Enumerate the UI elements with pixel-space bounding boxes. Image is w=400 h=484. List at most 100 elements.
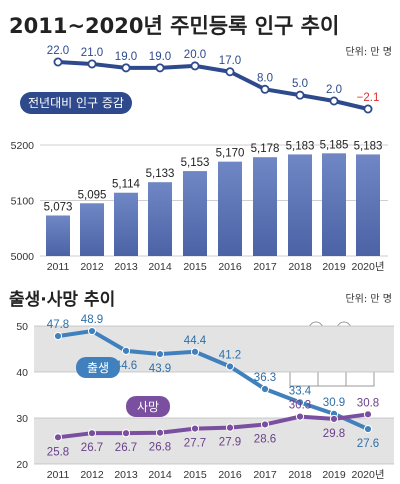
change-point xyxy=(53,57,63,67)
death-point xyxy=(53,433,63,442)
change-point xyxy=(155,63,165,73)
population-bar-value-label: 5,170 xyxy=(216,148,245,160)
line-x-tick-label: 2014 xyxy=(148,469,172,481)
population-bar xyxy=(218,161,242,256)
death-point xyxy=(155,428,165,437)
death-value-label: 26.7 xyxy=(81,442,103,454)
population-bar xyxy=(46,215,70,256)
bar-x-tick-label: 2011 xyxy=(47,261,70,273)
bar-x-tick-label: 2013 xyxy=(114,261,138,273)
death-point xyxy=(225,423,235,432)
change-value-label: 22.0 xyxy=(47,45,69,57)
population-bar xyxy=(114,192,138,256)
death-value-label: 26.8 xyxy=(149,442,171,454)
change-value-label: 5.0 xyxy=(292,78,308,90)
bar-y-tick-label: 5100 xyxy=(11,196,35,208)
population-bar-value-label: 5,114 xyxy=(112,179,141,191)
death-value-label: 30.8 xyxy=(357,397,379,409)
birth-point xyxy=(225,362,235,371)
birth-point xyxy=(155,349,165,359)
line-x-tick-label: 2020년 xyxy=(351,469,384,481)
birth-death-title: 출생·사망 추이 xyxy=(9,290,115,310)
bar-x-tick-label: 2018 xyxy=(288,261,312,273)
change-value-label: 17.0 xyxy=(219,55,241,67)
birth-point xyxy=(87,326,97,336)
change-line-chart: 22.0 21.0 19.0 19.0 20.0 17.0 8.0 5.0 2.0 −2.1 전년대… xyxy=(20,45,379,114)
death-point xyxy=(295,412,305,421)
change-point xyxy=(225,67,235,77)
population-bar xyxy=(356,154,380,256)
population-bar-value-label: 5,095 xyxy=(78,189,107,201)
bar-y-tick-label: 5000 xyxy=(11,251,35,263)
line-y-tick-label: 40 xyxy=(16,367,28,379)
population-bar xyxy=(322,153,346,256)
birth-value-label: 47.8 xyxy=(47,319,69,331)
line-x-tick-label: 2013 xyxy=(114,469,138,481)
change-point xyxy=(260,84,270,94)
change-value-label: 2.0 xyxy=(326,84,342,96)
population-bar-value-label: 5,183 xyxy=(354,140,383,152)
bar-x-tick-label: 2016 xyxy=(218,261,242,273)
death-point xyxy=(87,429,97,438)
bar-x-tick-label: 2015 xyxy=(183,261,207,273)
birth-value-label: 41.2 xyxy=(219,349,241,361)
death-point xyxy=(190,424,200,433)
line-x-tick-label: 2018 xyxy=(288,469,312,481)
death-value-label: 25.8 xyxy=(47,446,69,458)
population-bar-value-label: 5,133 xyxy=(146,168,175,180)
line-x-tick-label: 2012 xyxy=(80,469,104,481)
population-bar-value-label: 5,178 xyxy=(251,143,280,155)
population-bar-value-label: 5,185 xyxy=(320,139,349,151)
top-unit-label: 단위: 만 명 xyxy=(345,45,392,58)
line-x-tick-label: 2019 xyxy=(322,469,346,481)
bar-x-tick-label: 2017 xyxy=(253,261,277,273)
population-bar xyxy=(80,203,104,256)
birth-series-tag: 출생 xyxy=(76,357,120,378)
line-y-tick-label: 30 xyxy=(16,413,28,425)
birth-point xyxy=(121,346,131,355)
change-point xyxy=(87,59,97,69)
bar-x-tick-label: 2019 xyxy=(322,261,346,273)
line-y-tick-label: 20 xyxy=(16,459,28,471)
population-bar xyxy=(253,157,277,256)
change-value-label: 20.0 xyxy=(184,49,206,61)
death-point xyxy=(329,414,339,424)
change-series-tag-bg xyxy=(20,92,132,114)
population-bar-value-label: 5,073 xyxy=(44,201,73,213)
change-point xyxy=(329,96,339,106)
death-value-label: 28.6 xyxy=(254,433,276,445)
bar-x-tick-label: 2020년 xyxy=(351,261,384,273)
birth-value-label: 44.6 xyxy=(115,360,137,372)
bar-x-tick-label: 2014 xyxy=(148,261,172,273)
bar-y-tick-label: 5200 xyxy=(11,140,35,152)
birth-point xyxy=(260,384,270,394)
change-value-label: 19.0 xyxy=(149,51,171,63)
death-value-label: 26.7 xyxy=(115,442,137,454)
change-value-label: −2.1 xyxy=(357,92,380,104)
birth-value-label: 36.3 xyxy=(254,372,276,384)
birth-value-label: 44.4 xyxy=(184,335,207,347)
birth-point xyxy=(53,332,63,341)
death-value-label: 30.3 xyxy=(289,400,311,412)
line-y-tick-label: 50 xyxy=(16,321,28,333)
population-bar xyxy=(183,171,207,256)
death-series-tag: 사망 xyxy=(126,396,170,417)
birth-point xyxy=(363,424,373,434)
change-value-label: 8.0 xyxy=(257,72,273,84)
change-series-tag-label: 전년대비 인구 증감 xyxy=(28,96,124,110)
change-value-label: 21.0 xyxy=(81,47,103,59)
population-bar-value-label: 5,183 xyxy=(286,140,315,152)
population-bar xyxy=(148,182,172,256)
main-title: 2011~2020년 주민등록 인구 추이 xyxy=(9,14,339,38)
death-value-label: 27.9 xyxy=(219,437,241,449)
bottom-unit-label: 단위: 만 명 xyxy=(345,292,392,305)
birth-series-tag-label: 출생 xyxy=(87,361,109,375)
death-series-tag-bg xyxy=(126,396,170,417)
birth-point xyxy=(295,398,305,407)
birth-line xyxy=(57,329,369,431)
birth-value-label: 30.9 xyxy=(323,397,345,409)
line-x-tick-label: 2015 xyxy=(183,469,207,481)
change-line xyxy=(57,60,369,111)
change-point xyxy=(295,90,305,100)
